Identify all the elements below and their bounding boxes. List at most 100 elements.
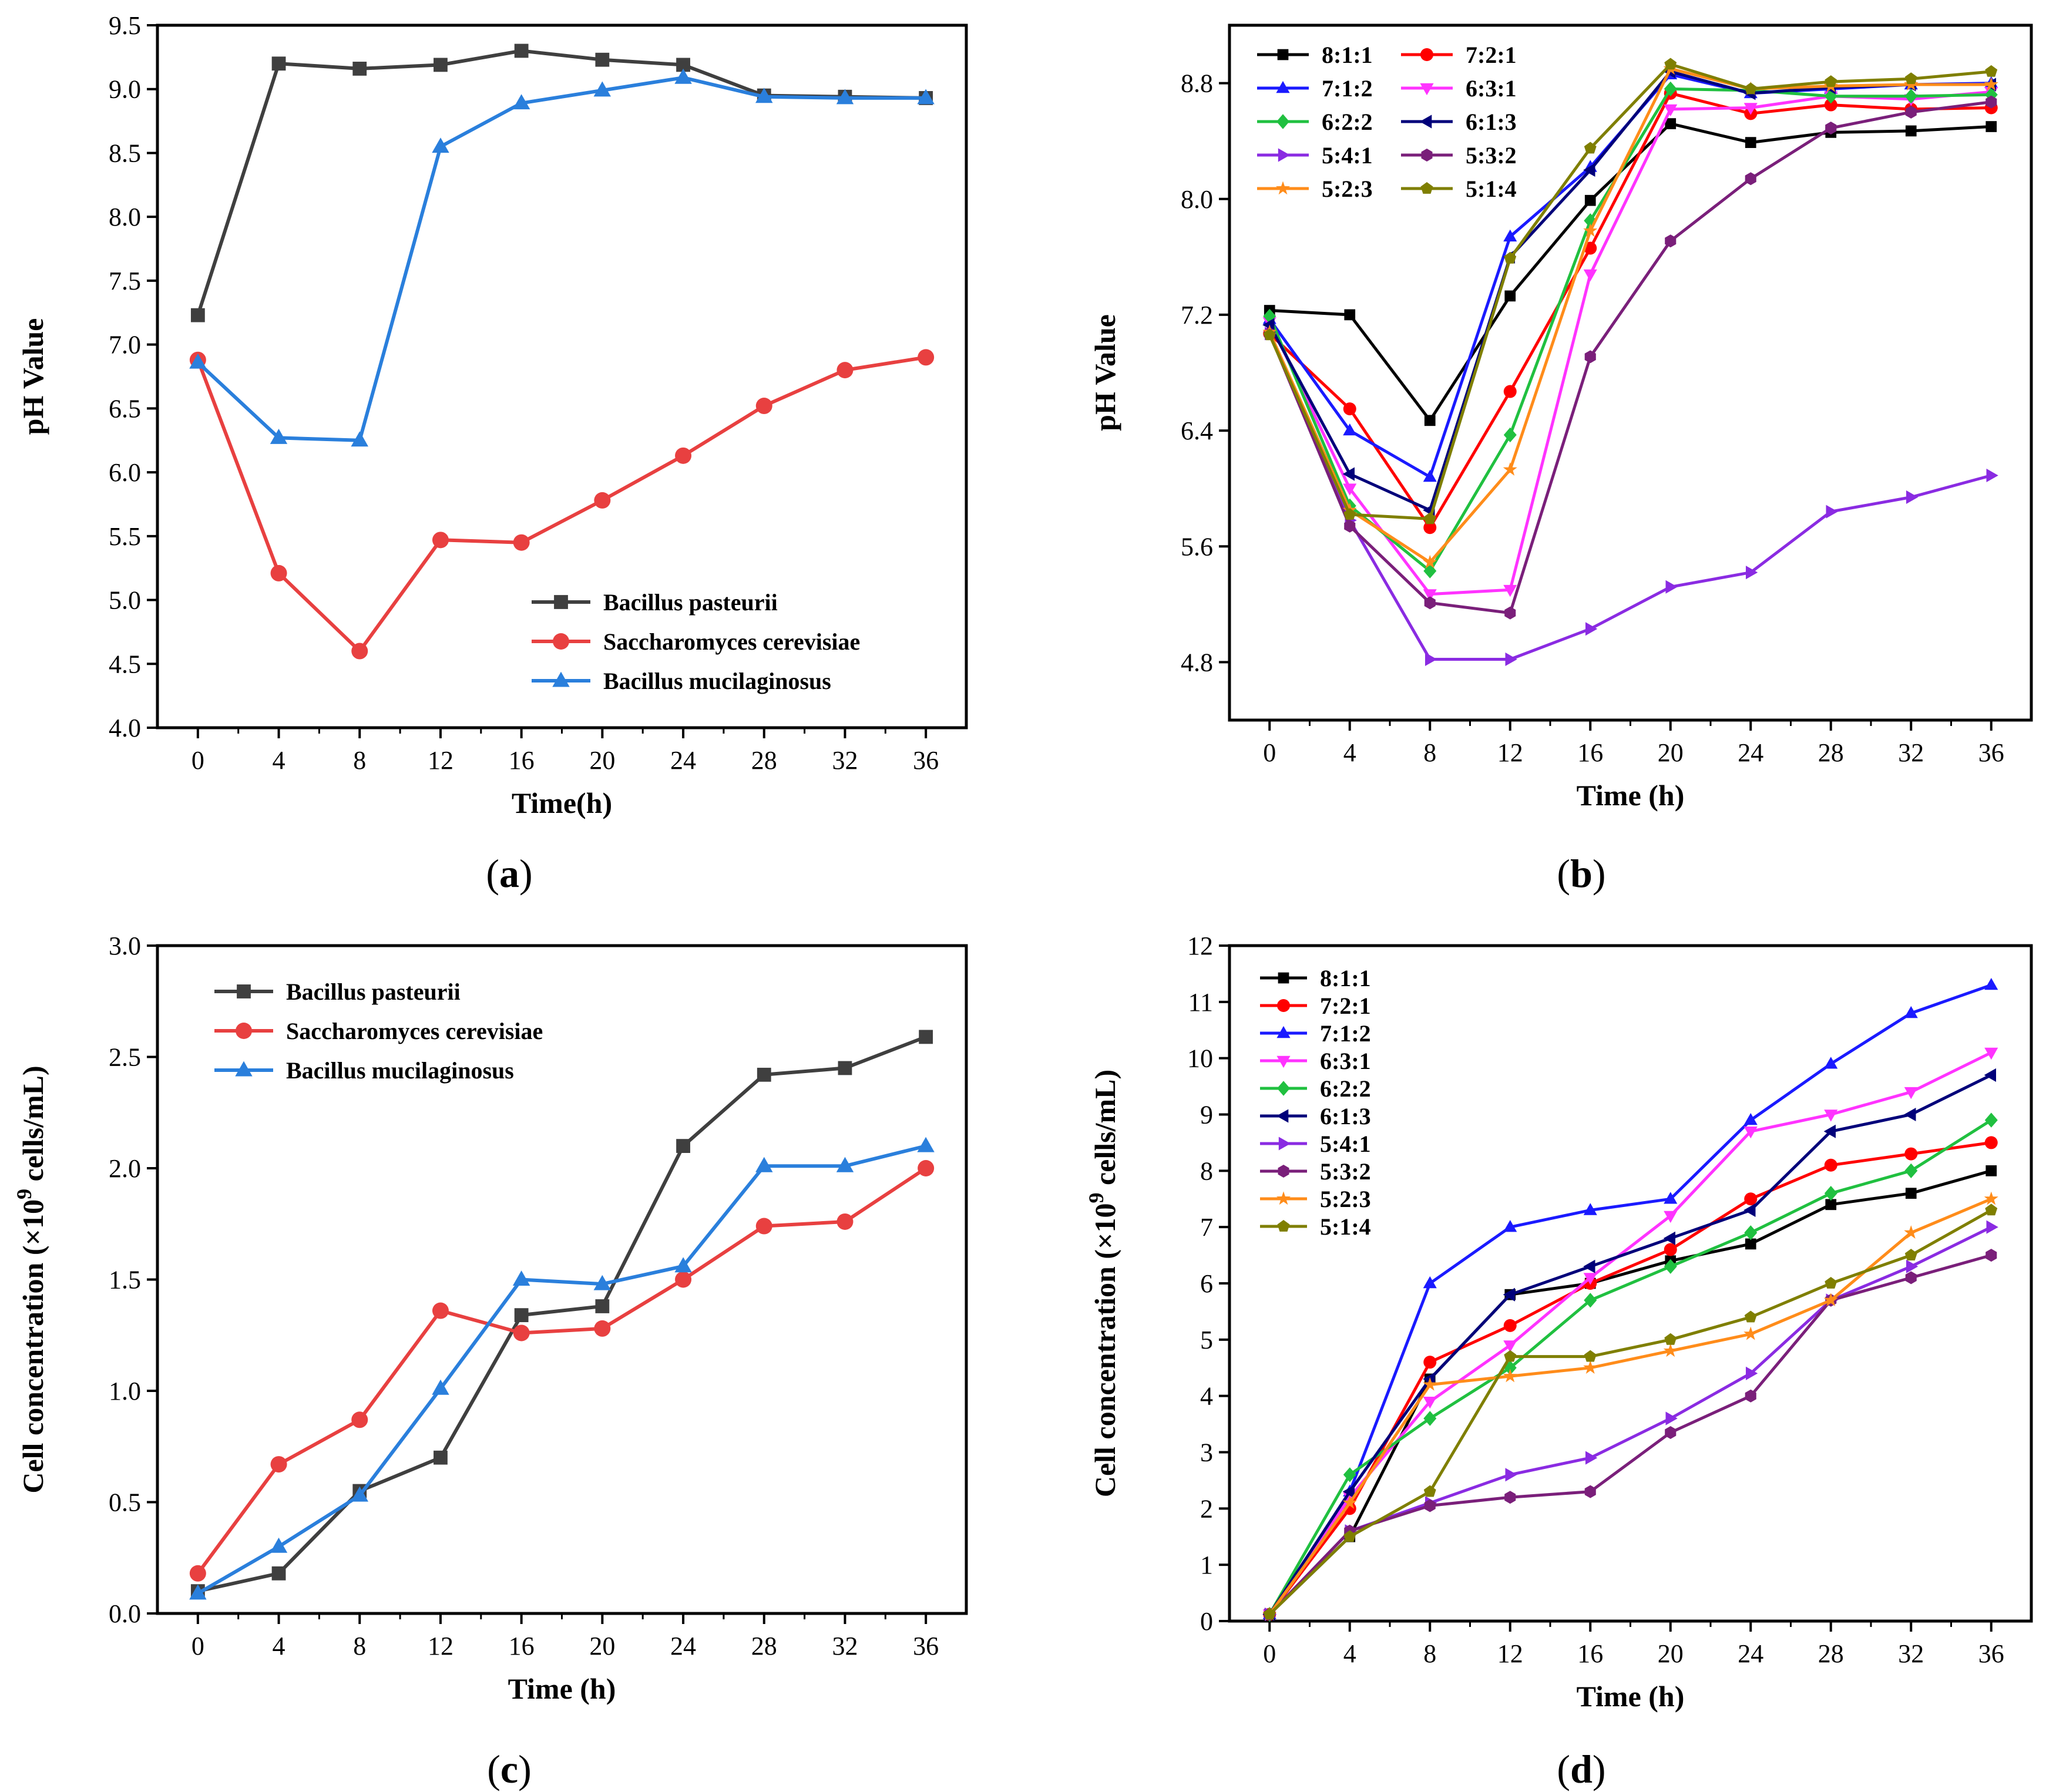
data-point [1503, 584, 1517, 597]
series-line [1268, 87, 1991, 573]
data-point [1504, 251, 1517, 264]
data-point [1824, 98, 1837, 112]
data-point [1663, 1231, 1675, 1245]
data-point [1743, 1127, 1758, 1139]
series-line [1268, 1209, 1993, 1616]
data-point [1503, 462, 1517, 476]
data-point [1904, 1249, 1917, 1260]
series-line [1268, 1169, 1992, 1616]
series-line [197, 1144, 926, 1595]
legend-item: 7:1:2 [1260, 1020, 1371, 1047]
data-point [1504, 290, 1516, 302]
data-point [514, 43, 529, 58]
series-line [1268, 73, 1991, 479]
data-point [513, 534, 530, 551]
x-tick-label: 16 [509, 1632, 535, 1660]
y-tick-label: 1.5 [109, 1266, 141, 1295]
data-point [1984, 1047, 1998, 1060]
data-point [1824, 1158, 1837, 1172]
y-tick-label: 1 [1200, 1551, 1213, 1579]
data-point [1984, 1136, 1998, 1149]
y-tick-label: 2.5 [109, 1043, 141, 1072]
x-tick-label: 8 [353, 1632, 366, 1660]
data-point [1985, 1249, 1997, 1262]
legend-marker [1277, 1220, 1290, 1232]
data-point [1505, 652, 1517, 666]
x-tick-label: 20 [1658, 1639, 1684, 1668]
data-point [1824, 1057, 1838, 1069]
legend-item: 7:2:1 [1260, 993, 1371, 1019]
data-point [1504, 1491, 1516, 1504]
data-point [1664, 104, 1678, 116]
series-d-6 [1265, 1220, 1998, 1622]
legend-label: Bacillus pasteurii [286, 979, 461, 1005]
series-line [1268, 1118, 1993, 1615]
legend-marker [1276, 181, 1290, 195]
x-tick-label: 32 [1898, 1639, 1924, 1668]
legend-item: 5:4:1 [1260, 1131, 1371, 1157]
data-point [1825, 75, 1837, 87]
x-tick-label: 20 [589, 1632, 615, 1660]
legend-item: 5:3:2 [1401, 142, 1517, 169]
legend-item: 5:1:4 [1401, 176, 1517, 202]
data-point [917, 89, 935, 105]
data-point [1343, 483, 1357, 496]
series-d-3 [1262, 1047, 1998, 1622]
x-tick-label: 12 [1497, 1639, 1523, 1668]
data-point [1984, 1112, 1998, 1128]
x-tick-label: 8 [1423, 1639, 1436, 1668]
data-point [1583, 269, 1597, 281]
legend-item: 5:2:3 [1257, 176, 1373, 202]
data-point [1904, 89, 1918, 104]
data-point [1423, 554, 1437, 569]
legend-item: Bacillus pasteurii [532, 589, 778, 616]
data-point [1823, 1293, 1838, 1306]
data-point [351, 1486, 368, 1502]
data-point [1744, 1310, 1757, 1323]
data-point [1986, 468, 1998, 482]
data-point [1744, 1192, 1758, 1206]
data-point [1743, 1203, 1756, 1217]
data-point [1423, 521, 1437, 534]
y-tick-label: 5 [1200, 1326, 1213, 1354]
data-point [1904, 72, 1917, 85]
legend-label: 7:2:1 [1466, 42, 1517, 68]
legend-item: 5:1:4 [1260, 1213, 1371, 1240]
legend-item: Bacillus pasteurii [214, 979, 461, 1005]
legend-item: 6:3:1 [1401, 75, 1517, 102]
data-point [1344, 519, 1356, 533]
series-line [196, 76, 926, 442]
legend-c: Bacillus pasteurii Saccharomyces cerevisi… [214, 979, 543, 1084]
legend-marker [1276, 114, 1289, 129]
legend-item: 8:1:1 [1260, 965, 1371, 991]
data-point [1584, 142, 1597, 154]
series-a-0 [190, 43, 933, 322]
data-point [1583, 1203, 1597, 1215]
legend-label: 5:4:1 [1320, 1131, 1371, 1157]
x-axis-label: Time (h) [508, 1672, 616, 1705]
x-tick-label: 24 [670, 746, 696, 775]
data-point [1985, 1165, 1997, 1176]
x-tick-label: 24 [1738, 738, 1763, 767]
data-point [1424, 415, 1436, 426]
legend-label: 6:1:3 [1320, 1103, 1371, 1129]
data-point [1985, 1203, 1998, 1216]
data-point [434, 1450, 448, 1465]
data-point [1583, 223, 1598, 237]
y-axis-label: pH Value [1088, 314, 1121, 431]
data-point [271, 56, 286, 71]
data-point [918, 349, 935, 366]
x-tick-label: 12 [428, 1632, 453, 1660]
data-point [1825, 1199, 1837, 1211]
data-point [270, 1537, 288, 1553]
x-tick-label: 0 [192, 746, 204, 775]
data-point [838, 1061, 852, 1075]
data-point [270, 1456, 287, 1473]
legend-marker [1420, 48, 1433, 61]
series-b-6 [1265, 327, 1998, 666]
y-axis-label: pH Value [16, 318, 49, 435]
y-tick-label: 1.0 [109, 1377, 141, 1406]
x-tick-label: 36 [1978, 738, 2004, 767]
y-tick-label: 9 [1200, 1101, 1213, 1129]
